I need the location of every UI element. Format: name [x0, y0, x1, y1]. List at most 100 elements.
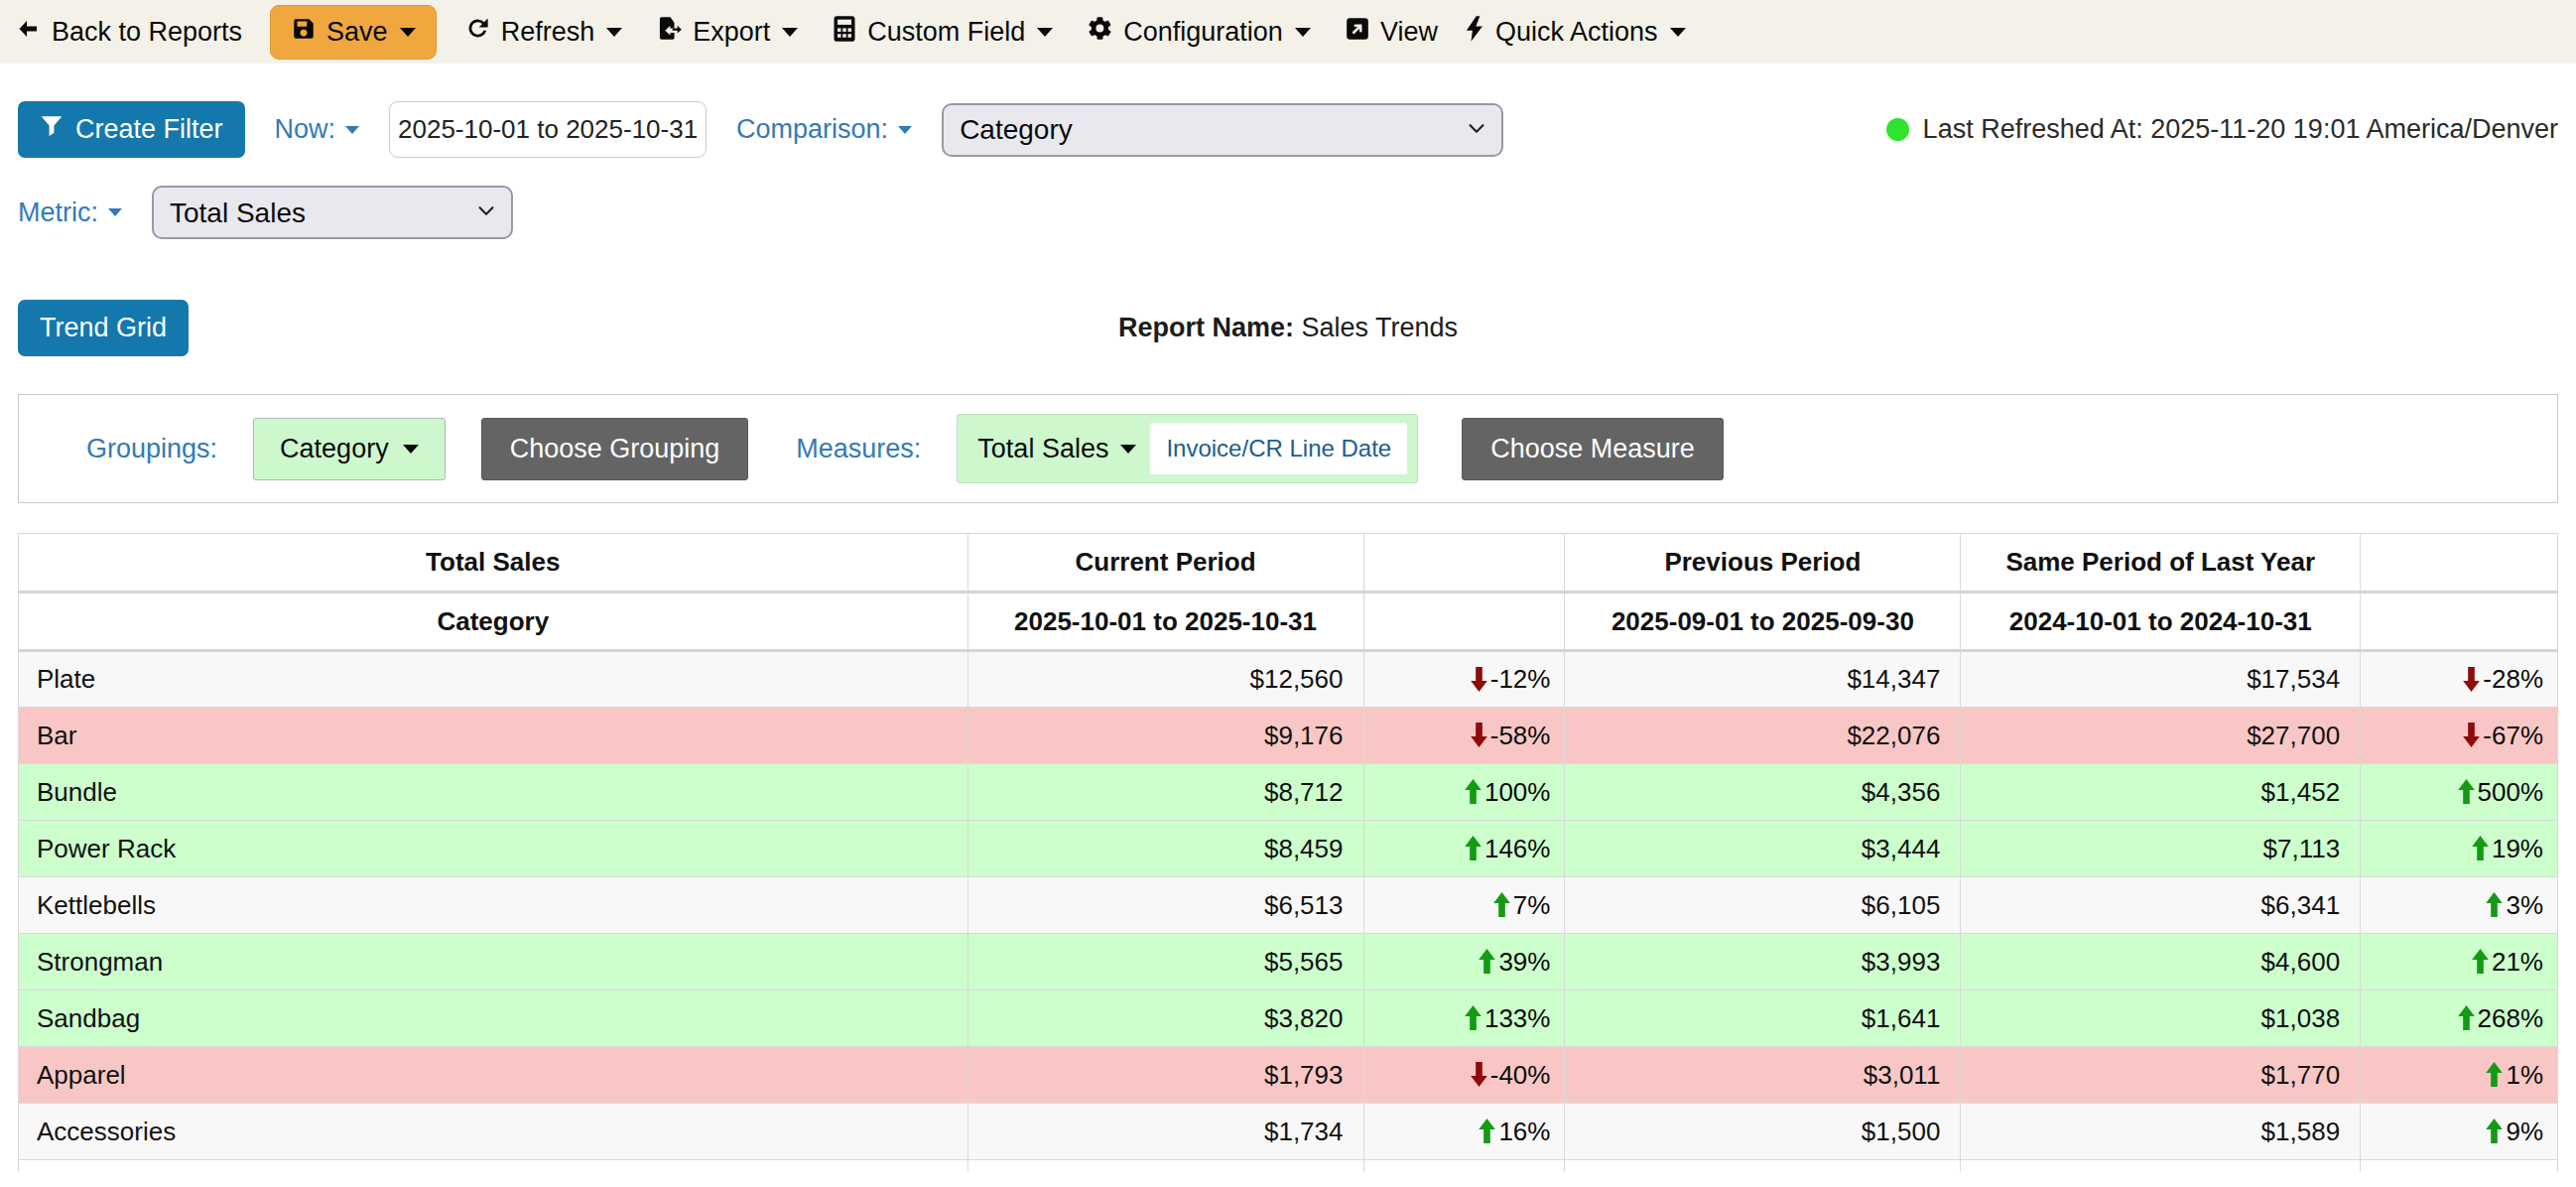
change-vs-last-year-cell: -67% — [2361, 708, 2558, 764]
same-period-header: Same Period of Last Year — [1961, 534, 2361, 593]
metric-header-cell: Total Sales — [19, 534, 968, 593]
custom-field-button[interactable]: Custom Field — [832, 15, 1053, 50]
report-name-label: Report Name: — [1118, 313, 1294, 342]
table-row: Plate$12,560-12%$14,347$17,534-28% — [19, 651, 2558, 708]
arrow-down-icon — [2461, 722, 2482, 748]
arrow-up-icon — [1477, 1118, 1497, 1144]
trend-grid-button[interactable]: Trend Grid — [18, 300, 189, 356]
arrow-down-icon — [1469, 722, 1489, 748]
comparison-select[interactable]: Category — [942, 103, 1503, 157]
previous-period-cell: $6,105 — [1565, 877, 1961, 934]
previous-period-cell: $22,076 — [1565, 708, 1961, 764]
lightning-icon — [1464, 15, 1485, 50]
category-cell: Sandbag — [19, 990, 968, 1047]
measures-label: Measures: — [796, 434, 921, 464]
previous-period-cell: $3,444 — [1565, 821, 1961, 877]
arrow-up-icon — [2456, 778, 2477, 805]
same-period-cell: $17,534 — [1961, 651, 2361, 708]
arrow-up-icon — [1491, 891, 1512, 918]
same-period-cell: $1,038 — [1961, 990, 2361, 1047]
current-period-header: Current Period — [967, 534, 1363, 593]
export-button[interactable]: Export — [656, 15, 798, 49]
change-vs-last-year-cell: 3% — [2361, 877, 2558, 934]
same-period-cell: $1,589 — [1961, 1104, 2361, 1160]
table-row: Strongman$5,56539%$3,993$4,60021% — [19, 934, 2558, 990]
arrow-up-icon — [2456, 1004, 2477, 1031]
create-filter-button[interactable]: Create Filter — [18, 101, 245, 158]
toolbar: Back to Reports Save Refresh Export Cust… — [0, 0, 2576, 64]
arrow-up-icon — [2484, 1061, 2505, 1088]
export-icon — [656, 15, 683, 49]
funnel-icon — [40, 114, 64, 145]
current-period-cell: $1,734 — [967, 1104, 1363, 1160]
choose-measure-button[interactable]: Choose Measure — [1462, 418, 1724, 480]
chevron-down-icon — [400, 28, 416, 37]
back-to-reports-button[interactable]: Back to Reports — [14, 17, 242, 48]
change-vs-last-year-cell: 268% — [2361, 990, 2558, 1047]
save-floppy-icon — [291, 16, 317, 49]
quick-actions-button[interactable]: Quick Actions — [1464, 15, 1686, 50]
view-button[interactable]: View — [1345, 16, 1438, 49]
chevron-down-icon — [1120, 445, 1136, 454]
same-period-cell: $7,113 — [1961, 821, 2361, 877]
group-header-cell: Category — [19, 593, 968, 651]
save-button[interactable]: Save — [270, 5, 437, 60]
change-vs-previous-cell: -58% — [1363, 708, 1565, 764]
arrow-up-icon — [1463, 778, 1483, 805]
same-period-cell: $1,770 — [1961, 1047, 2361, 1104]
category-cell: Accessories — [19, 1104, 968, 1160]
change-vs-previous-cell: 100% — [1363, 764, 1565, 821]
table-row: Sandbag$3,820133%$1,641$1,038268% — [19, 990, 2558, 1047]
previous-period-cell: $1,641 — [1565, 990, 1961, 1047]
configuration-button[interactable]: Configuration — [1087, 15, 1311, 49]
metric-dropdown[interactable]: Metric: — [18, 198, 122, 228]
table-row-partial — [19, 1160, 2558, 1172]
metric-select[interactable]: Total Sales — [152, 186, 513, 239]
current-period-cell: $3,820 — [967, 990, 1363, 1047]
current-period-cell: $12,560 — [967, 651, 1363, 708]
category-cell: Bundle — [19, 764, 968, 821]
metric-row: Metric: Total Sales — [18, 186, 2558, 239]
measure-name-dropdown[interactable]: Total Sales — [977, 434, 1136, 464]
measure-date-field-button[interactable]: Invoice/CR Line Date — [1150, 423, 1407, 474]
change-header — [2361, 534, 2558, 593]
choose-grouping-button[interactable]: Choose Grouping — [481, 418, 749, 480]
last-refreshed-status: Last Refreshed At: 2025-11-20 19:01 Amer… — [1886, 114, 2558, 145]
arrow-down-icon — [1469, 666, 1489, 693]
chevron-down-icon — [606, 28, 622, 37]
arrow-up-icon — [2484, 891, 2505, 918]
chevron-down-icon — [898, 126, 912, 134]
arrow-up-icon — [2484, 1118, 2505, 1144]
trend-table-body: Plate$12,560-12%$14,347$17,534-28%Bar$9,… — [19, 651, 2558, 1172]
chevron-down-icon — [1670, 28, 1686, 37]
table-header-row-2: Category 2025-10-01 to 2025-10-31 2025-0… — [19, 593, 2558, 651]
change-vs-last-year-cell: 500% — [2361, 764, 2558, 821]
current-period-cell: $6,513 — [967, 877, 1363, 934]
report-name-value: Sales Trends — [1301, 313, 1458, 342]
same-period-cell: $27,700 — [1961, 708, 2361, 764]
arrow-up-icon — [1463, 835, 1483, 861]
chevron-down-icon — [782, 28, 798, 37]
current-period-cell: $1,793 — [967, 1047, 1363, 1104]
current-period-cell: $8,459 — [967, 821, 1363, 877]
table-header-row-1: Total Sales Current Period Previous Peri… — [19, 534, 2558, 593]
same-period-cell: $4,600 — [1961, 934, 2361, 990]
change-vs-last-year-cell: -28% — [2361, 651, 2558, 708]
chevron-down-icon — [1037, 28, 1053, 37]
refresh-button[interactable]: Refresh — [464, 15, 623, 49]
report-row: Trend Grid Report Name: Sales Trends — [18, 295, 2558, 360]
previous-period-cell: $1,500 — [1565, 1104, 1961, 1160]
trend-table: Total Sales Current Period Previous Peri… — [18, 533, 2558, 1172]
previous-period-header: Previous Period — [1565, 534, 1961, 593]
change-vs-previous-cell: 133% — [1363, 990, 1565, 1047]
change-vs-previous-cell: -40% — [1363, 1047, 1565, 1104]
now-dropdown[interactable]: Now: — [275, 114, 360, 145]
category-cell: Power Rack — [19, 821, 968, 877]
filter-row: Create Filter Now: Comparison: Category … — [18, 101, 2558, 158]
table-row: Kettlebells$6,5137%$6,105$6,3413% — [19, 877, 2558, 934]
previous-period-dates: 2025-09-01 to 2025-09-30 — [1565, 593, 1961, 651]
chevron-down-icon — [108, 208, 122, 216]
comparison-dropdown[interactable]: Comparison: — [736, 114, 912, 145]
grouping-category-button[interactable]: Category — [253, 418, 446, 480]
date-range-input[interactable] — [389, 101, 707, 158]
